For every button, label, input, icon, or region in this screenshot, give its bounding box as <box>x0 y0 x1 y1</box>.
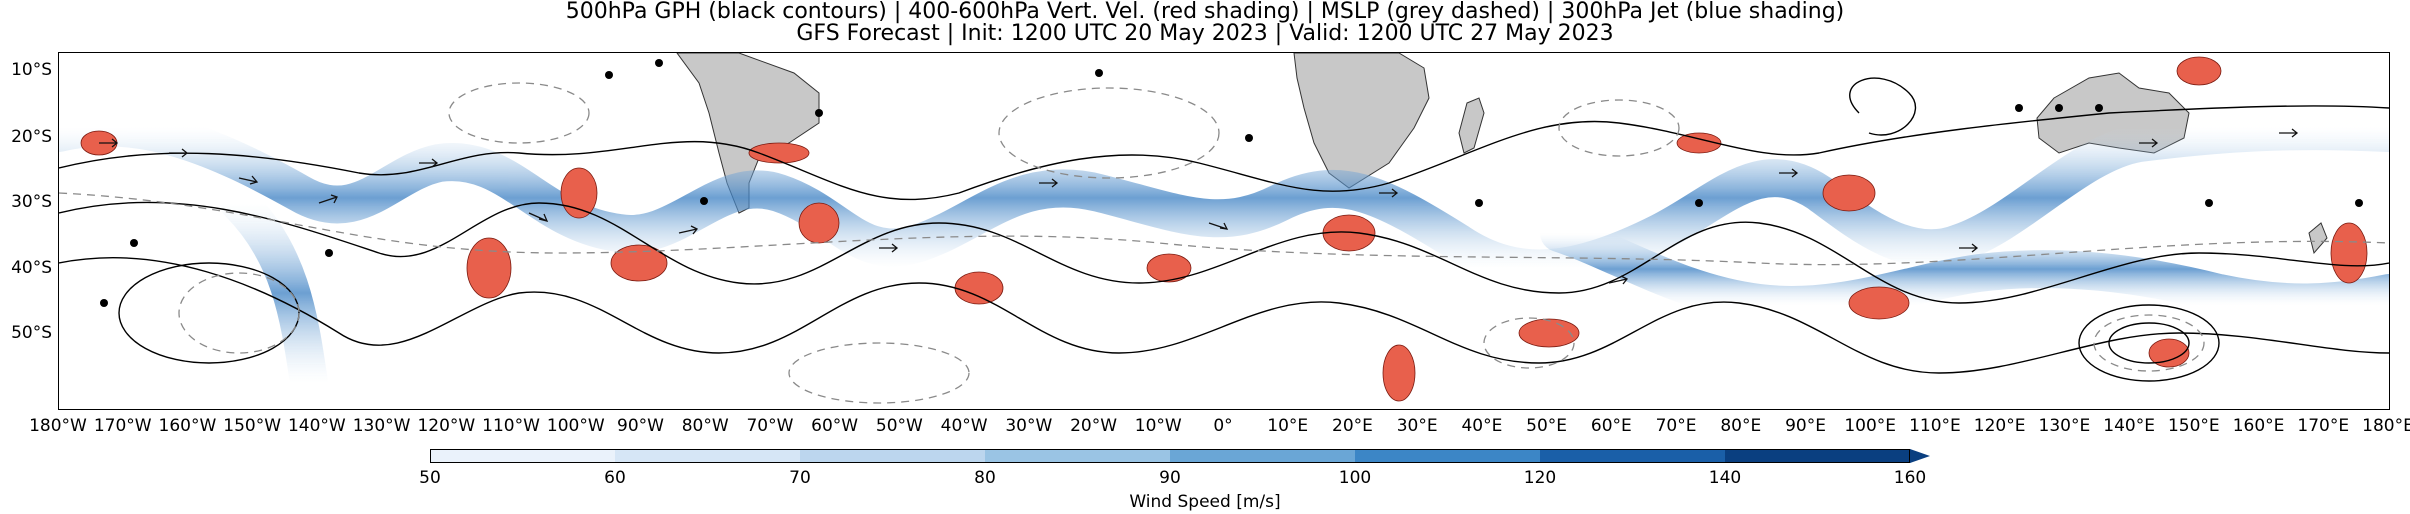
colorbar-segment <box>985 449 1171 463</box>
lat-label: 10°S <box>4 60 52 80</box>
madagascar <box>1459 98 1484 153</box>
map-title-line-2: GFS Forecast | Init: 1200 UTC 20 May 202… <box>0 22 2410 46</box>
colorbar-tick-label: 140 <box>1695 468 1755 488</box>
lat-label: 50°S <box>4 323 52 343</box>
colorbar-tick-label: 100 <box>1325 468 1385 488</box>
colorbar-tick-label: 70 <box>770 468 830 488</box>
lat-label: 20°S <box>4 127 52 147</box>
colorbar-segment <box>1540 449 1726 463</box>
colorbar-tick-label: 90 <box>1140 468 1200 488</box>
colorbar-tick-label: 60 <box>585 468 645 488</box>
colorbar-segment <box>1355 449 1541 463</box>
colorbar-tick-label: 120 <box>1510 468 1570 488</box>
lat-label: 40°S <box>4 258 52 278</box>
colorbar-segment <box>1725 449 1911 463</box>
map-canvas <box>59 53 2389 409</box>
colorbar-label: Wind Speed [m/s] <box>0 492 2410 512</box>
lat-label: 30°S <box>4 192 52 212</box>
lon-label: 180°E <box>2348 416 2410 436</box>
colorbar-segment <box>615 449 801 463</box>
wind-speed-colorbar <box>430 448 1930 462</box>
jet-stream <box>59 127 2389 383</box>
colorbar-segment <box>1170 449 1356 463</box>
new-zealand <box>2309 223 2327 253</box>
colorbar-tick-label: 50 <box>400 468 460 488</box>
colorbar-segment <box>430 449 616 463</box>
africa <box>1294 53 1429 188</box>
weather-map <box>58 52 2390 410</box>
colorbar-segment <box>800 449 986 463</box>
colorbar-svg <box>430 449 1930 463</box>
colorbar-tick-label: 80 <box>955 468 1015 488</box>
colorbar-tick-label: 160 <box>1880 468 1940 488</box>
